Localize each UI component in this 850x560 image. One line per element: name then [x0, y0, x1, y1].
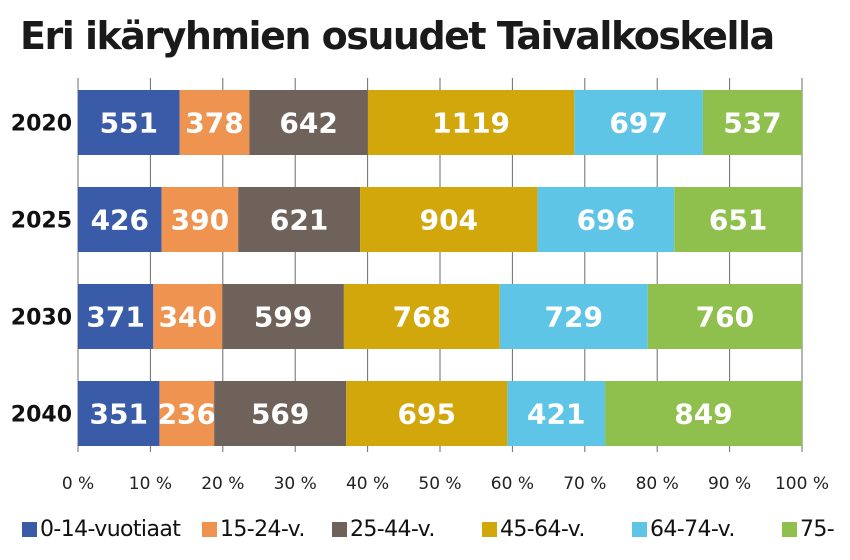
- legend-item: 64-74-v.: [632, 512, 735, 546]
- data-label: 236: [158, 398, 216, 431]
- bar-segment: [153, 284, 223, 349]
- data-label: 697: [609, 107, 667, 140]
- bar-segment: [159, 381, 215, 446]
- bar-segment: [161, 187, 239, 252]
- data-label: 421: [527, 398, 585, 431]
- legend-swatch: [632, 521, 647, 537]
- data-label: 340: [159, 301, 217, 334]
- legend-swatch: [332, 521, 347, 537]
- bar-segment: [360, 187, 538, 252]
- legend-item: 0-14-vuotiaat: [22, 512, 181, 546]
- legend-swatch: [202, 521, 217, 537]
- legend-item: 25-44-v.: [332, 512, 435, 546]
- bar-segment: [367, 90, 575, 155]
- legend-swatch: [782, 521, 797, 537]
- bar-segment: [647, 284, 802, 349]
- bar-segment: [214, 381, 347, 446]
- bar-segment: [674, 187, 802, 252]
- legend-label: 0-14-vuotiaat: [40, 516, 181, 542]
- y-category-label: 2025: [11, 209, 72, 234]
- x-tick-label: 50 %: [418, 474, 461, 494]
- x-axis-tick-labels: 0 % 10 % 20 % 30 % 40 % 50 % 60 % 70 % 80 % 90 % 1…: [62, 474, 829, 494]
- legend-label: 75-: [800, 516, 835, 542]
- data-label: 696: [577, 204, 635, 237]
- bar-segment: [343, 284, 500, 349]
- data-label: 537: [723, 107, 781, 140]
- bar-segment: [346, 381, 508, 446]
- legend-item: 45-64-v.: [482, 512, 585, 546]
- data-label: 351: [89, 398, 147, 431]
- data-label: 621: [270, 204, 328, 237]
- bar-segment: [238, 187, 361, 252]
- data-label: 651: [709, 204, 767, 237]
- x-tick-label: 10 %: [129, 474, 172, 494]
- bar-segment: [507, 381, 606, 446]
- x-tick-label: 100 %: [775, 474, 829, 494]
- x-tick-label: 80 %: [636, 474, 679, 494]
- data-label: 371: [86, 301, 144, 334]
- bar-segment: [179, 90, 250, 155]
- x-tick-label: 70 %: [563, 474, 606, 494]
- legend-label: 64-74-v.: [650, 516, 735, 542]
- bar-segment: [78, 90, 180, 155]
- x-tick-label: 90 %: [708, 474, 751, 494]
- data-label: 760: [696, 301, 754, 334]
- legend-item: 15-24-v.: [202, 512, 305, 546]
- bar-segment: [222, 284, 344, 349]
- data-label: 551: [100, 107, 158, 140]
- y-category-label: 2030: [11, 306, 72, 331]
- bar-segment: [78, 284, 154, 349]
- data-label: 695: [398, 398, 456, 431]
- bar-segment: [78, 187, 162, 252]
- legend-swatch: [22, 521, 37, 537]
- stacked-bar-chart: 551 378 642 1119 697 537 426 390 621 904 696 651 371…: [11, 78, 829, 494]
- bar-segment: [249, 90, 368, 155]
- data-label: 378: [185, 107, 243, 140]
- data-label: 768: [393, 301, 451, 334]
- data-label: 1119: [432, 107, 510, 140]
- x-tick-label: 0 %: [62, 474, 94, 494]
- data-label: 849: [674, 398, 732, 431]
- bar-segment: [605, 381, 802, 446]
- data-label: 904: [420, 204, 478, 237]
- x-tick-label: 40 %: [346, 474, 389, 494]
- legend-label: 25-44-v.: [350, 516, 435, 542]
- y-category-label: 2040: [11, 403, 72, 428]
- data-label: 599: [254, 301, 312, 334]
- data-label: 390: [171, 204, 229, 237]
- legend-swatch: [482, 521, 497, 537]
- legend-label: 45-64-v.: [500, 516, 585, 542]
- bar-segment: [537, 187, 675, 252]
- data-label: 426: [91, 204, 149, 237]
- legend: 0-14-vuotiaat 15-24-v. 25-44-v. 45-64-v. 64-…: [22, 512, 850, 546]
- data-label: 642: [279, 107, 337, 140]
- legend-item: 75-: [782, 512, 835, 546]
- legend-label: 15-24-v.: [220, 516, 305, 542]
- x-tick-label: 20 %: [201, 474, 244, 494]
- x-tick-label: 60 %: [491, 474, 534, 494]
- bar-segment: [499, 284, 648, 349]
- x-tick-label: 30 %: [274, 474, 317, 494]
- data-label: 729: [545, 301, 603, 334]
- bar-segment: [574, 90, 703, 155]
- bar-segment: [78, 381, 160, 446]
- y-axis-labels: 2020 2025 2030 2040: [11, 112, 72, 428]
- y-category-label: 2020: [11, 112, 72, 137]
- bar-segment: [702, 90, 802, 155]
- bars: 551 378 642 1119 697 537 426 390 621 904 696 651 371…: [78, 90, 802, 446]
- data-label: 569: [251, 398, 309, 431]
- chart-title: Eri ikäryhmien osuudet Taivalkoskella: [20, 14, 775, 58]
